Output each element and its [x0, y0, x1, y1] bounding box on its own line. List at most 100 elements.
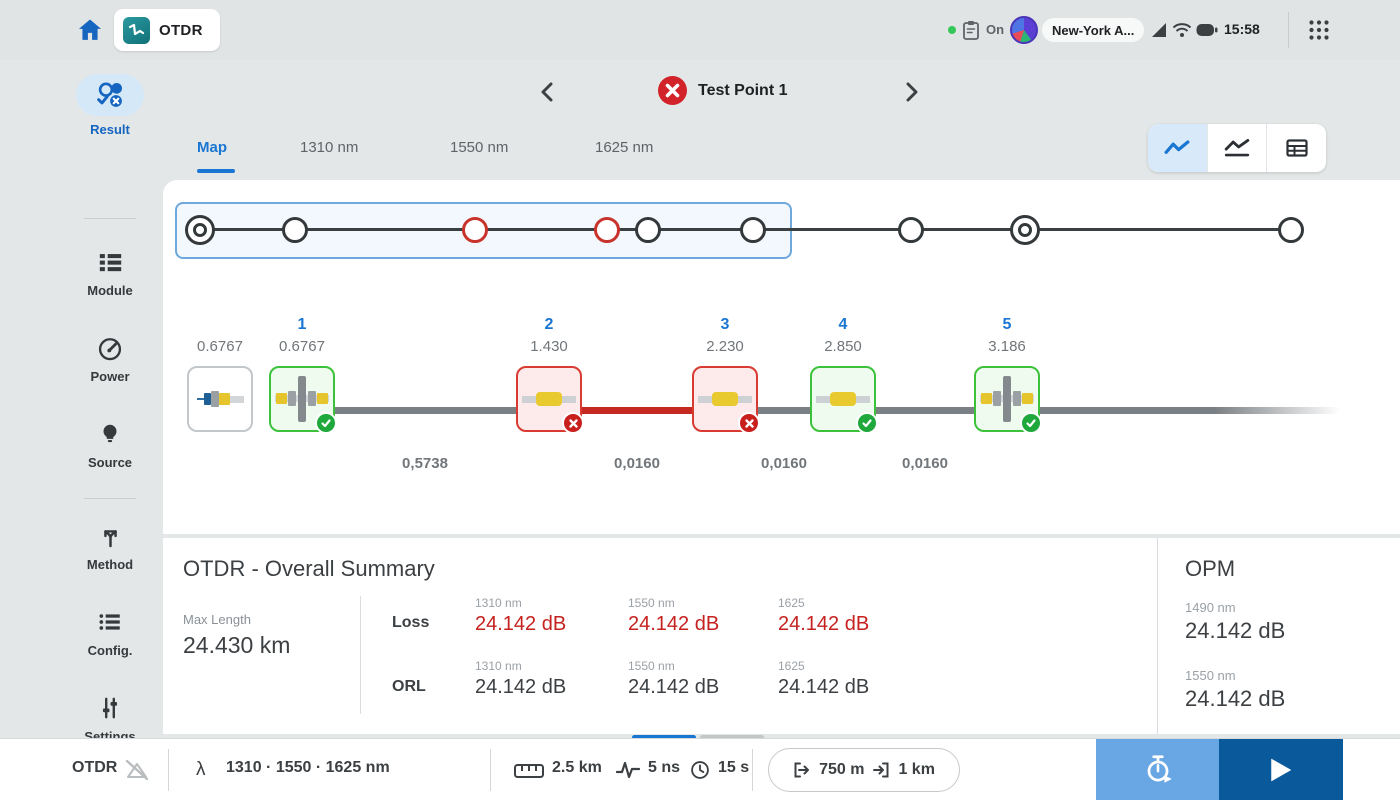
config-icon — [99, 614, 120, 630]
minimap-node-fail[interactable] — [594, 217, 620, 243]
range-value[interactable]: 2.5 km — [552, 759, 602, 776]
launch-cable-icon — [794, 762, 810, 778]
prev-testpoint-button[interactable] — [533, 78, 561, 106]
event-2[interactable]: 2 1.430 — [516, 316, 584, 434]
laser-off-icon — [125, 759, 149, 781]
cable-lengths-pill[interactable]: 750 m 1 km — [768, 748, 960, 792]
trace-view-icon — [1164, 140, 1190, 154]
timed-acquisition-button[interactable] — [1096, 739, 1219, 800]
minimap-node-end[interactable] — [1278, 217, 1304, 243]
event-5[interactable]: 5 3.186 — [974, 316, 1042, 434]
opm-value: 24.142 dB — [1185, 618, 1286, 643]
event-distance: 2.850 — [824, 338, 862, 355]
wavelengths-value[interactable]: 1310 · 1550 · 1625 nm — [226, 759, 390, 776]
tab-1310nm[interactable]: 1310 nm — [300, 139, 359, 156]
bottombar-divider — [752, 749, 753, 791]
module-icon — [99, 253, 121, 271]
bottombar-divider — [490, 749, 491, 791]
event-3[interactable]: 3 2.230 — [692, 316, 760, 434]
event-4[interactable]: 4 2.850 — [810, 316, 878, 434]
event-box — [269, 366, 337, 434]
monitoring-on-label: On — [986, 22, 1005, 37]
sidebar-label: Method — [86, 557, 134, 572]
loss-value-1625: 24.142 dB — [778, 613, 870, 635]
home-icon — [78, 19, 102, 40]
sidebar-label: Module — [87, 283, 133, 298]
clipboard-status-icon — [963, 21, 979, 40]
play-icon — [1271, 758, 1292, 781]
sidebar-item-config[interactable]: Config. — [58, 608, 162, 658]
receive-cable-value: 1 km — [898, 761, 935, 778]
loss-row-label: Loss — [392, 614, 430, 631]
pass-check-badge-icon — [1020, 412, 1042, 434]
minimap-node-fail[interactable] — [462, 217, 488, 243]
event-distance: 3.186 — [988, 338, 1026, 355]
sidebar-item-module[interactable]: Module — [58, 248, 162, 298]
section-loss: 0,0160 — [761, 455, 807, 472]
minimap-node[interactable] — [282, 217, 308, 243]
trace-view-button[interactable] — [1148, 124, 1208, 172]
loss-value-1550: 24.142 dB — [628, 613, 720, 635]
duration-clock-icon — [691, 761, 709, 779]
bottombar-divider — [168, 749, 169, 791]
trace-reference-view-button[interactable] — [1208, 124, 1268, 172]
orl-value-1550: 24.142 dB — [628, 676, 720, 698]
event-box — [692, 366, 760, 434]
sidebar-divider — [84, 218, 136, 219]
start-acquisition-button[interactable] — [1219, 739, 1343, 800]
org-logo[interactable] — [1010, 16, 1038, 44]
orl-value-1310: 24.142 dB — [475, 676, 567, 698]
apps-grid-icon[interactable] — [1308, 19, 1330, 41]
chevron-left-icon — [541, 82, 553, 102]
tab-1625nm[interactable]: 1625 nm — [595, 139, 654, 156]
app-tab-otdr[interactable]: OTDR — [114, 9, 220, 51]
table-view-button[interactable] — [1267, 124, 1326, 172]
event-distance: 2.230 — [706, 338, 744, 355]
event-1[interactable]: 1 0.6767 — [269, 316, 337, 434]
opm-wavelength-label: 1550 nm — [1185, 668, 1236, 683]
sidebar-label: Result — [90, 122, 130, 137]
minimap-node-double[interactable] — [1010, 215, 1040, 245]
minimap-node[interactable] — [898, 217, 924, 243]
table-view-icon — [1286, 139, 1308, 157]
sidebar-item-method[interactable]: Method — [58, 522, 162, 572]
event-launch[interactable]: 0.6767 — [187, 316, 253, 432]
tab-map[interactable]: Map — [197, 139, 227, 156]
wavelength-column-label: 1625 — [778, 659, 805, 673]
source-icon — [103, 424, 117, 443]
fail-x-icon — [665, 83, 680, 98]
sidebar-item-source[interactable]: Source — [58, 420, 162, 470]
map-card — [163, 180, 1400, 534]
sidebar-item-result[interactable]: Result — [58, 74, 162, 137]
page-indicator-active[interactable] — [632, 735, 696, 740]
device-name-pill[interactable]: New-York A... — [1042, 18, 1145, 42]
section-loss: 0,5738 — [402, 455, 448, 472]
duration-value[interactable]: 15 s — [718, 759, 750, 776]
pass-check-badge-icon — [315, 412, 337, 434]
minimap-node[interactable] — [740, 217, 766, 243]
topbar-divider — [1288, 12, 1289, 48]
summary-card — [163, 538, 1400, 734]
sidebar-item-power[interactable]: Power — [58, 334, 162, 384]
opm-title: OPM — [1185, 556, 1236, 581]
event-distance: 1.430 — [530, 338, 568, 355]
result-icon — [97, 82, 122, 107]
wifi-icon — [1172, 23, 1192, 37]
lambda-icon: λ — [196, 759, 206, 780]
pulse-value[interactable]: 5 ns — [648, 759, 681, 776]
app-tab-label: OTDR — [159, 21, 203, 39]
event-box — [516, 366, 584, 434]
next-testpoint-button[interactable] — [898, 78, 926, 106]
status-dot — [948, 26, 956, 34]
connector-icon — [816, 391, 870, 407]
sidebar-item-settings[interactable]: Settings — [58, 694, 162, 744]
home-button[interactable] — [76, 16, 104, 44]
minimap-node[interactable] — [635, 217, 661, 243]
tab-1550nm[interactable]: 1550 nm — [450, 139, 509, 156]
event-distance: 0.6767 — [197, 338, 243, 355]
opm-divider — [1157, 538, 1158, 734]
section-loss: 0,0160 — [614, 455, 660, 472]
page-indicator[interactable] — [700, 735, 764, 740]
minimap-node-start[interactable] — [185, 215, 215, 245]
